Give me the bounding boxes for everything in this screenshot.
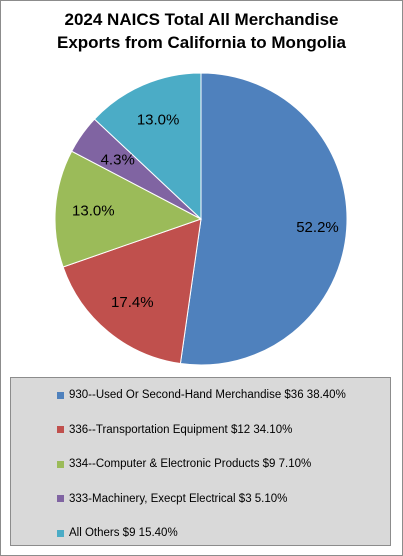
legend-label: 336--Transportation Equipment $12 34.10% [69, 423, 293, 436]
legend-label: 930--Used Or Second-Hand Merchandise $36… [69, 389, 346, 401]
slice-data-label-3: 13.0% [72, 203, 115, 220]
pie-slice-1 [179, 72, 348, 366]
chart-title: 2024 NAICS Total All Merchandise Exports… [0, 8, 403, 54]
pie-chart: 52.2% 17.4% 13.0% 4.3% 13.0% [54, 72, 348, 366]
slice-data-label-2: 17.4% [111, 294, 154, 311]
pie-slice-5 [93, 72, 202, 221]
legend-item-5: All Others $9 15.40% [57, 524, 178, 542]
legend-swatch [57, 391, 64, 399]
slice-data-label-5: 13.0% [137, 111, 180, 128]
legend-swatch [57, 529, 64, 537]
legend-label: 333-Machinery, Execpt Electrical $3 5.10… [69, 492, 288, 505]
legend-item-4: 333-Machinery, Execpt Electrical $3 5.10… [57, 490, 287, 508]
chart-title-line-2: Exports from California to Mongolia [56, 33, 346, 52]
legend-label: 334--Computer & Electronic Products $9 7… [69, 458, 312, 470]
slice-data-label-1: 52.2% [296, 219, 339, 236]
legend-item-1: 930--Used Or Second-Hand Merchandise $36… [57, 386, 346, 404]
legend-label: All Others $9 15.40% [69, 527, 178, 539]
legend-swatch [57, 426, 64, 433]
legend-swatch [57, 460, 64, 468]
slice-data-label-4: 4.3% [101, 151, 135, 168]
chart-title-line-1: 2024 NAICS Total All Merchandise [64, 10, 339, 29]
pie-slice-3 [54, 150, 203, 268]
chart-legend: 930--Used Or Second-Hand Merchandise $36… [10, 377, 391, 546]
legend-swatch [57, 495, 64, 502]
legend-item-2: 336--Transportation Equipment $12 34.10% [57, 421, 292, 439]
legend-item-3: 334--Computer & Electronic Products $9 7… [57, 455, 311, 473]
